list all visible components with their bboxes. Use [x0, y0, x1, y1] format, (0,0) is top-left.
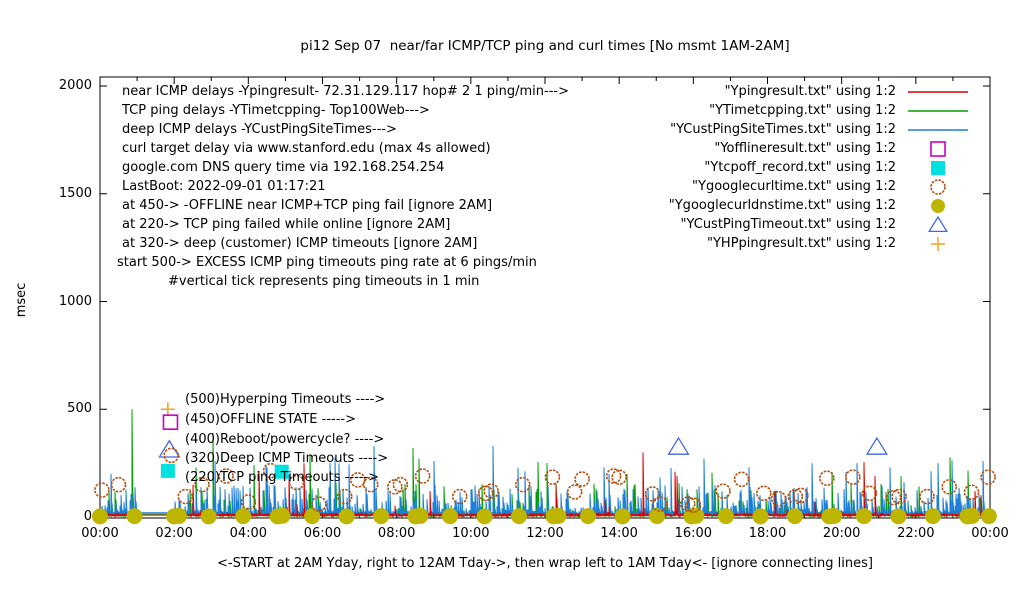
y-tick-label: 2000: [58, 78, 92, 93]
annotation-line: at 450-> -OFFLINE near ICMP+TCP ping fai…: [122, 198, 493, 213]
x-tick-label: 08:00: [377, 526, 416, 541]
legend-marker-circ_fill-icon: [931, 199, 945, 213]
annotation-line: deep ICMP delays -YCustPingSiteTimes--->: [122, 122, 397, 137]
annotation-line: LastBoot: 2022-09-01 01:17:21: [122, 179, 326, 194]
legend-label: "YCustPingSiteTimes.txt" using 1:2: [670, 122, 896, 137]
annotation-line: #vertical tick represents ping timeouts …: [168, 274, 480, 289]
legend-marker-line-icon: [908, 129, 968, 131]
legend-marker-tri_open-icon: [928, 216, 948, 233]
legend-item: "Yofflineresult.txt" using 1:2: [714, 140, 970, 158]
threshold-label: (400)Reboot/powercycle? ---->: [185, 432, 385, 447]
x-tick-label: 00:00: [81, 526, 119, 541]
y-tick-label: 1000: [58, 293, 92, 309]
annotation-line: at 320-> deep (customer) ICMP timeouts […: [122, 236, 478, 251]
x-tick-label: 04:00: [229, 526, 268, 541]
y-tick-label: 0: [83, 509, 92, 524]
legend-item: "YTimetcpping.txt" using 1:2: [709, 102, 970, 120]
x-tick-label: 22:00: [897, 526, 935, 541]
annotation-line: google.com DNS query time via 192.168.25…: [122, 160, 445, 175]
annotation-line: TCP ping delays -YTimetcpping- Top100Web…: [122, 103, 430, 118]
legend-item: "Ypingresult.txt" using 1:2: [725, 83, 970, 101]
x-axis-caption: <-START at 2AM Yday, right to 12AM Tday-…: [217, 556, 873, 571]
threshold-label: (320)Deep ICMP Timeouts ---->: [185, 451, 389, 466]
legend-label: "YTimetcpping.txt" using 1:2: [709, 103, 896, 118]
annotation-line: curl target delay via www.stanford.edu (…: [122, 141, 491, 156]
legend-marker-line-icon: [908, 110, 968, 112]
legend-item: "Ygooglecurltime.txt" using 1:2: [692, 178, 970, 196]
legend-label: "Ygooglecurldnstime.txt" using 1:2: [668, 198, 896, 213]
legend-label: "Ytcpoff_record.txt" using 1:2: [704, 160, 896, 175]
legend-marker-sq_open-icon: [930, 141, 946, 157]
legend-label: "Ypingresult.txt" using 1:2: [724, 84, 896, 99]
legend-label: "Yofflineresult.txt" using 1:2: [714, 141, 896, 156]
x-tick-label: 18:00: [748, 526, 787, 541]
legend-marker-circ_open-icon: [930, 179, 946, 195]
annotation-line: at 220-> TCP ping failed while online [i…: [122, 217, 451, 232]
y-tick-label: 500: [67, 401, 92, 417]
legend-marker-sq_fill-icon: [931, 161, 945, 175]
threshold-label: (450)OFFLINE STATE ----->: [185, 412, 356, 427]
x-tick-label: 00:00: [971, 526, 1009, 541]
legend-label: "YHPpingresult.txt" using 1:2: [707, 236, 896, 251]
legend-item: "YHPpingresult.txt" using 1:2: [707, 235, 970, 253]
x-tick-label: 06:00: [303, 526, 342, 541]
annotation-line: start 500-> EXCESS ICMP ping timeouts pi…: [117, 255, 537, 270]
legend-marker-plus-icon: [931, 237, 945, 251]
x-tick-label: 16:00: [674, 526, 713, 541]
y-axis-label: msec: [14, 282, 29, 318]
threshold-label: (220)TCP ping Timeouts ----->: [185, 470, 380, 485]
x-tick-label: 12:00: [526, 526, 564, 541]
legend-label: "YCustPingTimeout.txt" using 1:2: [680, 217, 896, 232]
y-tick-label: 1500: [58, 185, 92, 201]
x-tick-label: 20:00: [822, 526, 861, 541]
legend-marker-line-icon: [908, 91, 968, 93]
legend-label: "Ygooglecurltime.txt" using 1:2: [692, 179, 896, 194]
legend-item: "Ygooglecurldnstime.txt" using 1:2: [669, 197, 970, 215]
legend-item: "YCustPingTimeout.txt" using 1:2: [681, 216, 970, 234]
threshold-label: (500)Hyperping Timeouts ---->: [185, 392, 386, 407]
x-tick-label: 14:00: [600, 526, 638, 541]
chart-title: pi12 Sep 07 near/far ICMP/TCP ping and c…: [300, 38, 790, 54]
x-tick-label: 02:00: [155, 526, 193, 541]
x-tick-label: 10:00: [452, 526, 490, 541]
annotation-line: near ICMP delays -Ypingresult- 72.31.129…: [122, 84, 569, 99]
legend-item: "Ytcpoff_record.txt" using 1:2: [704, 159, 970, 177]
legend-item: "YCustPingSiteTimes.txt" using 1:2: [670, 121, 970, 139]
